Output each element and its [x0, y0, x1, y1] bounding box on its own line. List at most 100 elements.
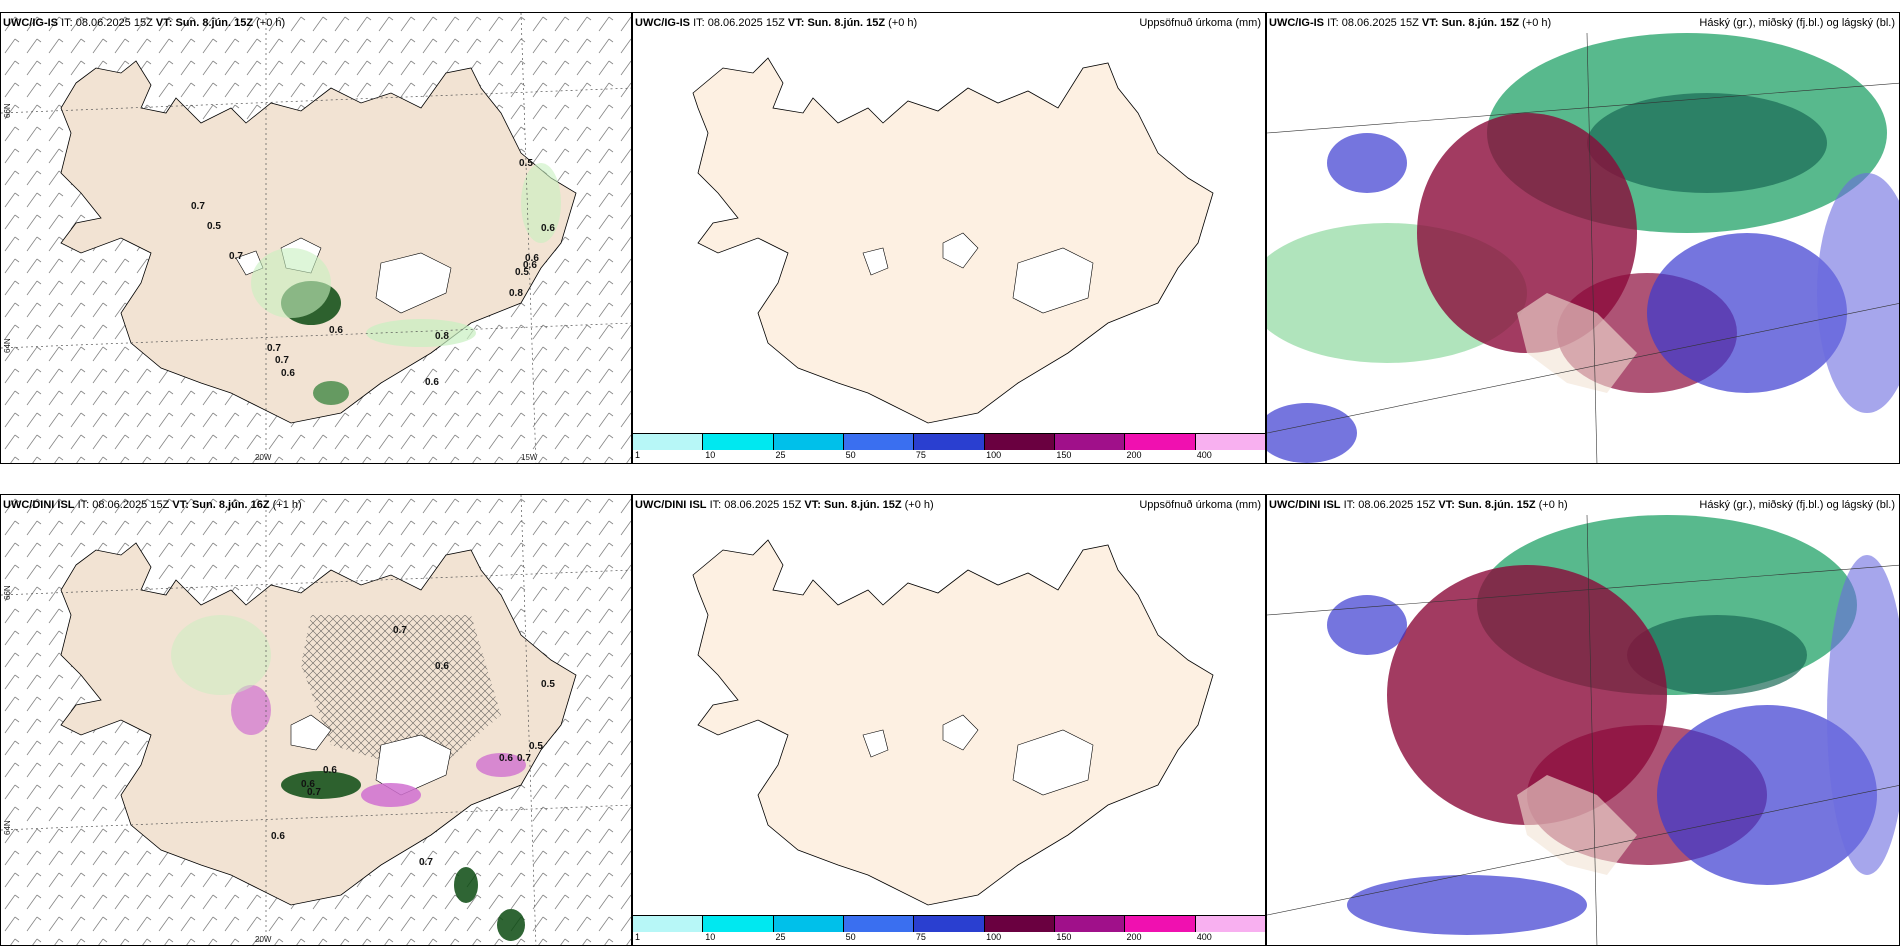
wind-precip-map — [1, 495, 631, 945]
it-label: IT: — [709, 499, 722, 511]
colorbar-swatch — [914, 434, 985, 450]
it-value: 08.06.2025 15Z — [92, 499, 170, 511]
colorbar-label: 50 — [845, 932, 856, 942]
vt-label: VT: — [1421, 17, 1439, 29]
panel-top-right: UWC/IG-IS IT: 08.06.2025 15Z VT: Sun. 8.… — [1266, 12, 1900, 464]
colorbar-swatch — [773, 916, 844, 932]
colorbar-swatch — [984, 434, 1055, 450]
it-value: 08.06.2025 15Z — [75, 17, 153, 29]
colorbar-swatch — [1125, 434, 1196, 450]
model-name: UWC/IG-IS — [1269, 17, 1324, 29]
colorbar-label: 150 — [1056, 932, 1072, 942]
vt-label: VT: — [804, 499, 821, 511]
precip-value: 0.6 — [435, 661, 449, 672]
vt-label: VT: — [172, 499, 189, 511]
lon-label: 15W — [521, 453, 538, 462]
colorbar-label: 10 — [705, 450, 716, 460]
precip-value: 0.5 — [541, 679, 555, 690]
colorbar-swatch — [843, 434, 915, 450]
colorbar-labels: 1 10 25 50 75 100 150 200 400 — [633, 932, 1265, 944]
panel-header: UWC/IG-IS IT: 08.06.2025 15Z VT: Sun. 8.… — [1269, 17, 1551, 29]
colorbar-swatch — [703, 434, 774, 450]
colorbar-swatch — [633, 434, 704, 450]
model-name: UWC/DINI ISL — [1269, 499, 1341, 511]
colorbar-label: 1 — [635, 450, 641, 460]
colorbar-label: 150 — [1056, 450, 1072, 460]
panel-bottom-middle: UWC/DINI ISL IT: 08.06.2025 15Z VT: Sun.… — [632, 494, 1266, 946]
vt-label: VT: — [787, 17, 805, 29]
precip-value: 0.8 — [509, 288, 523, 299]
precip-value: 0.6 — [499, 753, 513, 764]
panel-header: UWC/DINI ISL IT: 08.06.2025 15Z VT: Sun.… — [3, 499, 302, 511]
it-label: IT: — [61, 17, 73, 29]
it-label: IT: — [1327, 17, 1339, 29]
colorbar-label: 100 — [986, 450, 1002, 460]
precip-value: 0.6 — [525, 253, 539, 264]
precip-value: 0.6 — [271, 831, 285, 842]
precip-value: 0.6 — [523, 260, 537, 271]
precip-value: 0.8 — [435, 331, 449, 342]
lat-label: 66N — [3, 103, 12, 118]
colorbar-label: 75 — [915, 450, 926, 460]
lead-time: (+1 h) — [272, 499, 302, 511]
precip-value: 0.5 — [515, 267, 529, 278]
colorbar-swatch — [703, 916, 774, 932]
lon-label: 20W — [255, 935, 272, 944]
precip-value: 0.7 — [517, 753, 531, 764]
precip-value: 0.5 — [207, 221, 221, 232]
precip-value: 0.7 — [393, 625, 407, 636]
cloud-map — [1267, 32, 1899, 463]
colorbar-label: 200 — [1126, 932, 1142, 942]
precip-value: 0.6 — [301, 779, 315, 790]
colorbar-label: 75 — [915, 932, 926, 942]
cloud-map — [1267, 514, 1899, 945]
precip-value: 0.7 — [307, 787, 321, 798]
vt-label: VT: — [155, 17, 173, 29]
precip-value: 0.5 — [519, 158, 533, 169]
precip-map — [692, 539, 1214, 906]
model-name: UWC/DINI ISL — [3, 499, 75, 511]
precip-value: 0.7 — [267, 343, 281, 354]
colorbar-label: 400 — [1196, 932, 1212, 942]
map-title: Háský (gr.), miðský (fj.bl.) og lágský (… — [1699, 17, 1895, 29]
precip-value: 0.6 — [541, 223, 555, 234]
vt-value: Sun. 8.jún. 15Z — [1457, 499, 1536, 511]
colorbar-swatch — [1054, 916, 1126, 932]
lat-label: 64N — [3, 820, 12, 835]
colorbar-label: 10 — [705, 932, 716, 942]
precip-value: 0.7 — [229, 251, 243, 262]
map-title: Uppsöfnuð úrkoma (mm) — [1139, 499, 1261, 511]
vt-value: Sun. 8.jún. 15Z — [175, 17, 254, 29]
lead-time: (+0 h) — [1522, 17, 1552, 29]
colorbar-swatch — [843, 916, 915, 932]
colorbar-label: 200 — [1126, 450, 1142, 460]
model-name: UWC/IG-IS — [635, 17, 690, 29]
it-label: IT: — [693, 17, 705, 29]
panel-top-middle: UWC/IG-IS IT: 08.06.2025 15Z VT: Sun. 8.… — [632, 12, 1266, 464]
vt-value: Sun. 8.jún. 15Z — [823, 499, 902, 511]
colorbar-swatch — [914, 916, 985, 932]
colorbar-label: 25 — [775, 450, 786, 460]
precip-value: 0.6 — [425, 377, 439, 388]
it-value: 08.06.2025 15Z — [1341, 17, 1419, 29]
precip-value: 0.6 — [329, 325, 343, 336]
it-label: IT: — [77, 499, 90, 511]
precip-value: 0.7 — [419, 857, 433, 868]
it-value: 08.06.2025 15Z — [707, 17, 785, 29]
colorbar — [633, 915, 1265, 932]
colorbar — [633, 433, 1265, 450]
precip-value: 0.7 — [191, 201, 205, 212]
colorbar-swatch — [1054, 434, 1126, 450]
colorbar-labels: 1 10 25 50 75 100 150 200 400 — [633, 450, 1265, 462]
vt-value: Sun. 8.jún. 15Z — [1441, 17, 1520, 29]
lead-time: (+0 h) — [256, 17, 286, 29]
lat-label: 66N — [3, 585, 12, 600]
lead-time: (+0 h) — [1538, 499, 1568, 511]
precip-value: 0.7 — [275, 355, 289, 366]
colorbar-label: 25 — [775, 932, 786, 942]
colorbar-swatch — [1195, 916, 1265, 932]
colorbar-swatch — [1195, 434, 1265, 450]
colorbar-label: 50 — [845, 450, 856, 460]
precip-value: 0.6 — [323, 765, 337, 776]
lon-label: 20W — [255, 453, 272, 462]
